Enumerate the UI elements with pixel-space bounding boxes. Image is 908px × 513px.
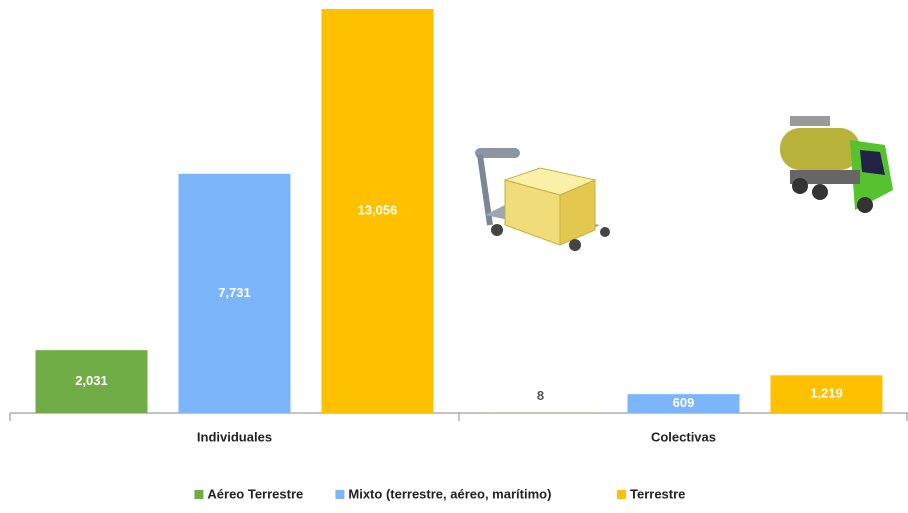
- legend-label: Aéreo Terrestre: [207, 486, 303, 501]
- x-tick-label: Individuales: [197, 429, 272, 444]
- value-label: 1,219: [810, 386, 843, 401]
- value-label: 7,731: [218, 285, 251, 300]
- value-label: 2,031: [75, 373, 108, 388]
- legend-swatch: [617, 490, 626, 499]
- value-label: 13,056: [358, 202, 398, 217]
- legend-label: Terrestre: [630, 486, 685, 501]
- x-tick-label: Colectivas: [651, 429, 716, 444]
- value-label: 8: [537, 388, 544, 403]
- cart-icon: [475, 148, 610, 251]
- legend-swatch: [335, 490, 344, 499]
- legend-swatch: [194, 490, 203, 499]
- value-label: 609: [673, 395, 695, 410]
- truck-icon: [780, 116, 893, 213]
- legend-label: Mixto (terrestre, aéreo, marítimo): [348, 486, 551, 501]
